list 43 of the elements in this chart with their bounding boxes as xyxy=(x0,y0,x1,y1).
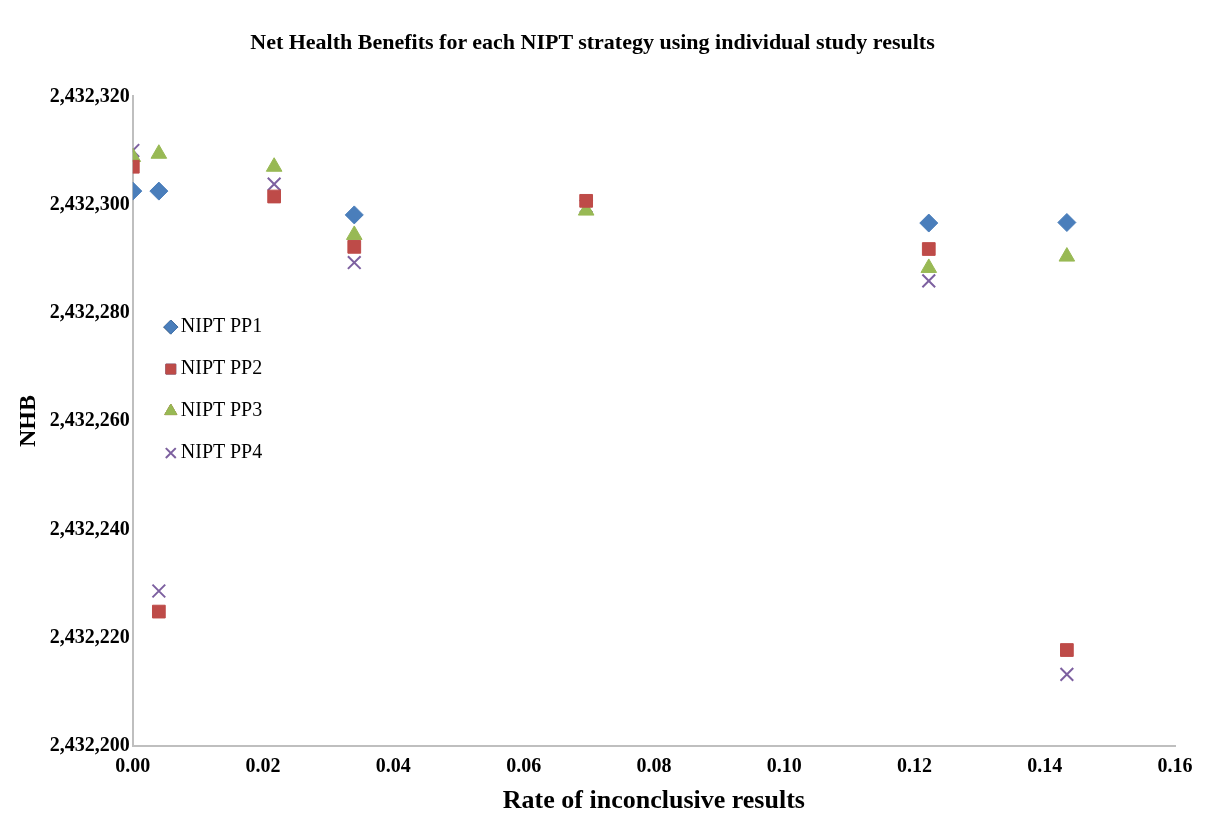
legend-label: NIPT PP1 xyxy=(180,314,263,337)
x-tick-label: 0.14 xyxy=(1027,753,1063,776)
point xyxy=(347,239,362,254)
point xyxy=(149,181,169,201)
y-tick-label: 2,432,300 xyxy=(49,191,130,214)
legend-label: NIPT PP4 xyxy=(180,440,263,463)
y-tick-label: 2,432,320 xyxy=(49,83,130,106)
x-tick-label: 0.16 xyxy=(1157,753,1193,776)
x-tick-label: 0.00 xyxy=(115,753,151,776)
point xyxy=(150,144,168,159)
point xyxy=(919,213,939,233)
point xyxy=(920,258,938,273)
point xyxy=(151,604,166,619)
point xyxy=(344,205,364,225)
y-tick-label: 2,432,260 xyxy=(49,408,130,431)
point xyxy=(1059,667,1075,682)
x-tick-label: 0.10 xyxy=(766,753,802,776)
point xyxy=(267,189,282,204)
x-axis-title: Rate of inconclusive results xyxy=(502,785,805,815)
point xyxy=(921,273,937,289)
point xyxy=(1058,247,1076,262)
y-tick-label: 2,432,220 xyxy=(49,624,130,647)
chart-title: Net Health Benefits for each NIPT strategy using individual study results xyxy=(250,28,936,54)
y-axis-title: NHB xyxy=(13,395,40,448)
point xyxy=(579,193,594,208)
x-tick-label: 0.12 xyxy=(896,753,932,776)
y-tick-label: 2,432,280 xyxy=(49,300,130,323)
point xyxy=(346,255,362,270)
point xyxy=(1057,212,1077,232)
point xyxy=(1060,643,1074,657)
point xyxy=(921,242,936,256)
x-tick-label: 0.04 xyxy=(375,753,411,776)
x-tick-label: 0.06 xyxy=(506,753,542,776)
legend-label: NIPT PP3 xyxy=(180,398,263,421)
point xyxy=(151,583,167,599)
point xyxy=(266,176,282,192)
x-tick-label: 0.08 xyxy=(636,753,672,776)
legend-label: NIPT PP2 xyxy=(180,356,263,379)
y-tick-label: 2,432,240 xyxy=(49,516,130,539)
x-tick-label: 0.02 xyxy=(245,753,281,776)
point xyxy=(345,225,363,240)
y-tick-label: 2,432,200 xyxy=(49,732,130,755)
point xyxy=(265,157,283,172)
